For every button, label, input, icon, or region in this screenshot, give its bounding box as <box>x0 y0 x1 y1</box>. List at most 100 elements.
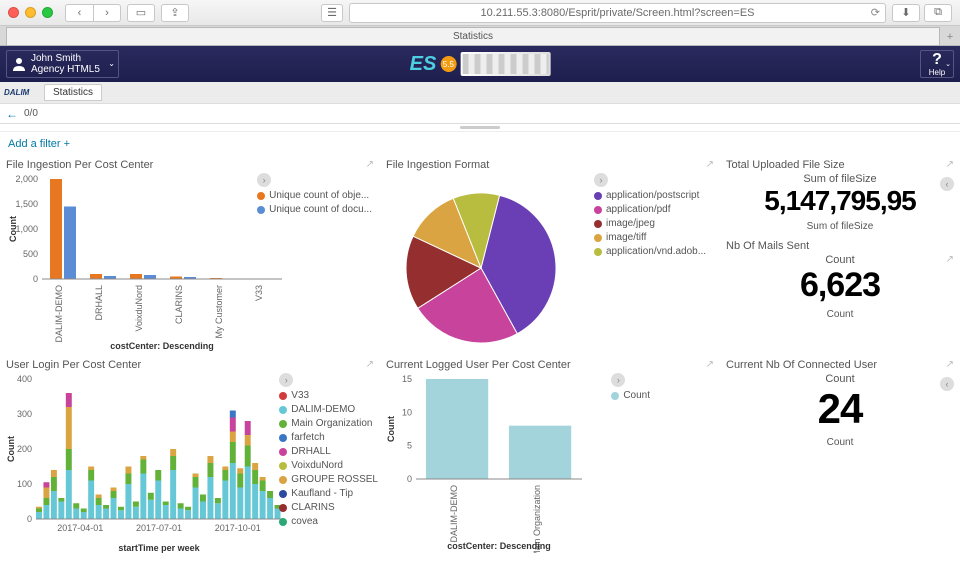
svg-text:V33: V33 <box>254 285 264 301</box>
address-bar[interactable]: 10.211.55.3:8080/Esprit/private/Screen.h… <box>349 3 886 23</box>
legend-item[interactable]: application/vnd.adob... <box>594 245 720 259</box>
legend-item[interactable]: DALIM-DEMO <box>279 403 378 417</box>
sidebar-button[interactable]: ▭ <box>127 4 155 22</box>
metric-top-label: Count <box>726 254 954 266</box>
legend-item[interactable]: GROUPE ROSSEL <box>279 473 378 487</box>
reload-icon[interactable]: ⟳ <box>871 6 880 19</box>
panel-logged-user: Current Logged User Per Cost Center ↗ › … <box>380 356 720 556</box>
legend-item[interactable]: V33 <box>279 389 378 403</box>
legend-item[interactable]: Unique count of obje... <box>257 189 372 203</box>
legend-dot <box>279 448 287 456</box>
legend-item[interactable]: Count <box>611 389 650 403</box>
add-filter-link[interactable]: Add a filter + <box>8 138 70 150</box>
breadcrumb-bar: ← 0/0 <box>0 104 960 124</box>
product-collage <box>460 52 550 76</box>
legend-nav-icon[interactable]: › <box>257 173 271 187</box>
legend-item[interactable]: covea <box>279 515 378 529</box>
legend-item[interactable]: Main Organization <box>279 417 378 431</box>
maximize-window-button[interactable] <box>42 7 53 18</box>
resize-handle[interactable] <box>0 124 960 132</box>
statistics-tab[interactable]: Statistics <box>44 84 102 101</box>
svg-text:500: 500 <box>23 249 38 259</box>
secondary-bar: DALIM Statistics <box>0 82 960 104</box>
legend-item[interactable]: Unique count of docu... <box>257 203 372 217</box>
user-menu[interactable]: John Smith Agency HTML5 ⌄ <box>6 50 119 78</box>
svg-text:Count: Count <box>6 436 16 462</box>
legend-item[interactable]: Kaufland - Tip <box>279 487 378 501</box>
legend-dot <box>594 220 602 228</box>
svg-text:200: 200 <box>17 444 32 454</box>
svg-text:0: 0 <box>33 274 38 284</box>
legend-item[interactable]: application/pdf <box>594 203 720 217</box>
legend-dot <box>611 392 619 400</box>
result-count: 0/0 <box>24 108 38 119</box>
legend-dot <box>257 206 265 214</box>
legend-label: DRHALL <box>291 445 330 459</box>
legend-item[interactable]: CLARINS <box>279 501 378 515</box>
expand-icon[interactable]: ↗ <box>366 359 374 370</box>
svg-text:0: 0 <box>407 474 412 484</box>
metric-bottom-label: Count <box>726 309 954 320</box>
expand-icon[interactable]: ↗ <box>946 254 954 265</box>
panel-title: User Login Per Cost Center <box>6 359 374 371</box>
legend-item[interactable]: DRHALL <box>279 445 378 459</box>
legend-nav-icon[interactable]: › <box>279 373 293 387</box>
panel-title: File Ingestion Per Cost Center <box>6 159 374 171</box>
legend-item[interactable]: VoixduNord <box>279 459 378 473</box>
svg-text:1,500: 1,500 <box>15 199 38 209</box>
forward-button[interactable]: › <box>93 4 121 22</box>
nav-arrow-icon[interactable]: ‹ <box>940 177 954 191</box>
svg-text:2017-07-01: 2017-07-01 <box>136 523 182 533</box>
expand-icon[interactable]: ↗ <box>706 359 714 370</box>
expand-icon[interactable]: ↗ <box>946 159 954 170</box>
filter-bar: Add a filter + <box>0 132 960 156</box>
back-button[interactable]: ‹ <box>65 4 93 22</box>
svg-text:Count: Count <box>386 416 396 442</box>
legend-dot <box>279 518 287 526</box>
dalim-logo: DALIM <box>4 86 40 100</box>
legend-dot <box>279 434 287 442</box>
metric-value: 6,623 <box>726 266 954 305</box>
minimize-window-button[interactable] <box>25 7 36 18</box>
version-badge: 5.5 <box>440 56 456 72</box>
legend-nav-icon[interactable]: › <box>594 173 608 187</box>
expand-icon[interactable]: ↗ <box>706 159 714 170</box>
metric-top-label: Count <box>726 373 954 385</box>
legend-item[interactable]: application/postscript <box>594 189 720 203</box>
back-arrow-icon[interactable]: ← <box>6 107 18 121</box>
pie-chart <box>386 173 586 353</box>
chart-legend: › Unique count of obje...Unique count of… <box>257 173 372 217</box>
downloads-button[interactable]: ⬇ <box>892 4 920 22</box>
bar-chart: 05001,0001,5002,000CountDALIM-DEMODRHALL… <box>6 173 286 353</box>
chevron-down-icon: ⌄ <box>108 60 115 69</box>
legend-item[interactable]: image/tiff <box>594 231 720 245</box>
svg-text:costCenter: Descending: costCenter: Descending <box>447 541 551 551</box>
user-icon <box>11 56 27 72</box>
share-button[interactable]: ⇪ <box>161 4 189 22</box>
legend-item[interactable]: farfetch <box>279 431 378 445</box>
dashboard-panels: File Ingestion Per Cost Center ↗ › Uniqu… <box>0 156 960 556</box>
expand-icon[interactable]: ↗ <box>946 359 954 370</box>
reader-button[interactable]: ☰ <box>321 4 343 22</box>
help-label: Help <box>929 68 945 77</box>
expand-icon[interactable]: ↗ <box>366 159 374 170</box>
metric-bottom-label: Sum of fileSize <box>726 221 954 232</box>
user-name: John Smith <box>31 53 100 64</box>
svg-text:My Customer: My Customer <box>214 285 224 339</box>
legend-item[interactable]: image/jpeg <box>594 217 720 231</box>
legend-nav-icon[interactable]: › <box>611 373 625 387</box>
panel-title: File Ingestion Format <box>386 159 714 171</box>
tabs-button[interactable]: ⧉ <box>924 4 952 22</box>
new-tab-button[interactable]: + <box>940 29 960 45</box>
legend-dot <box>279 406 287 414</box>
close-window-button[interactable] <box>8 7 19 18</box>
svg-text:2017-10-01: 2017-10-01 <box>215 523 261 533</box>
svg-text:2017-04-01: 2017-04-01 <box>57 523 103 533</box>
panel-title: Current Logged User Per Cost Center <box>386 359 714 371</box>
browser-tab[interactable]: Statistics <box>6 27 940 45</box>
nav-arrow-icon[interactable]: ‹ <box>940 377 954 391</box>
app-header: John Smith Agency HTML5 ⌄ ES 5.5 ? Help … <box>0 46 960 82</box>
help-menu[interactable]: ? Help ⌄ <box>920 50 954 78</box>
browser-toolbar: ‹ › ▭ ⇪ ☰ 10.211.55.3:8080/Esprit/privat… <box>0 0 960 26</box>
legend-label: CLARINS <box>291 501 334 515</box>
